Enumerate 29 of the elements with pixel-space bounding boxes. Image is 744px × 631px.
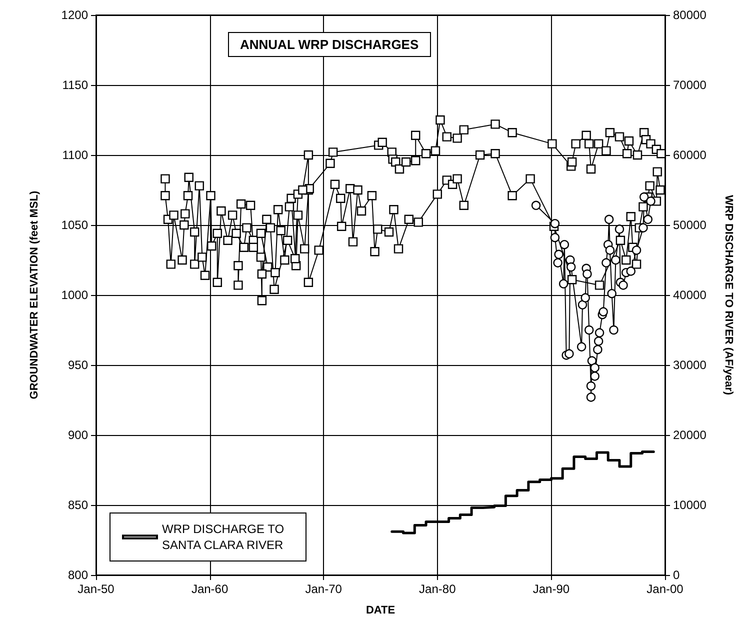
y2-tick-label: 20000 (673, 428, 707, 442)
y2-tick-label: 0 (673, 568, 680, 582)
y-tick-label: 1100 (62, 148, 88, 162)
y-axis-title: GROUNDWATER ELEVATION (feet MSL) (28, 190, 40, 400)
x-tick-label: Jan-00 (646, 582, 684, 596)
x-tick-label: Jan-50 (78, 582, 115, 596)
y-tick-label: 1150 (62, 78, 88, 92)
y-tick-label: 1050 (61, 218, 88, 232)
y-tick-label: 900 (68, 428, 88, 442)
y2-tick-label: 80000 (673, 8, 707, 22)
y-tick-label: 1000 (61, 288, 88, 302)
y2-axis-title: WRP DISCHARGE TO RIVER (AF/year) (722, 194, 734, 396)
x-tick-label: Jan-80 (419, 582, 456, 596)
x-tick-label: Jan-70 (305, 582, 342, 596)
y-tick-label: 950 (68, 358, 88, 372)
x-axis-title: DATE (366, 604, 396, 616)
x-tick-label: Jan-90 (532, 582, 570, 596)
y-tick-label: 800 (68, 568, 88, 582)
y2-tick-label: 30000 (673, 358, 707, 372)
y2-tick-label: 10000 (673, 498, 707, 512)
y2-tick-label: 70000 (673, 78, 707, 92)
y2-tick-label: 40000 (673, 288, 707, 302)
y2-tick-label: 50000 (673, 218, 707, 232)
y-tick-label: 850 (68, 498, 88, 512)
x-tick-label: Jan-60 (191, 582, 228, 596)
y-tick-label: 1200 (61, 8, 88, 22)
y2-tick-label: 60000 (673, 148, 707, 162)
legend-label: WRP DISCHARGE TO SANTA CLARA RIVER (162, 522, 288, 552)
text: ANNUAL WRP DISCHARGES (240, 37, 419, 52)
